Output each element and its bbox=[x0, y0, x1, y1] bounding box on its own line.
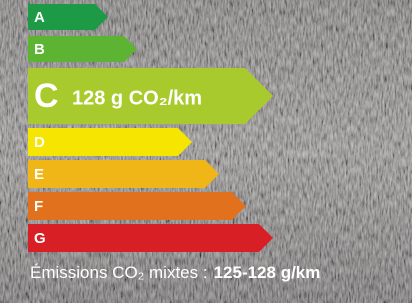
rating-letter: D bbox=[34, 134, 45, 151]
energy-label: AB C 128 g CO₂/km DEFG Émissions CO₂ mixtes… bbox=[0, 0, 412, 303]
rating-letter: B bbox=[34, 41, 45, 58]
rating-letter: E bbox=[34, 166, 44, 183]
rating-arrow bbox=[28, 224, 273, 252]
footer: Émissions CO₂ mixtes : 125-128 g/km bbox=[30, 263, 320, 282]
rating-letter: F bbox=[34, 198, 43, 215]
rating-arrow bbox=[28, 160, 219, 188]
rating-letter: G bbox=[34, 230, 46, 247]
rating-letter: A bbox=[34, 9, 45, 26]
rating-arrow bbox=[28, 128, 192, 156]
rating-arrow bbox=[28, 192, 246, 220]
rating-detail: 128 g CO₂/km bbox=[72, 87, 202, 109]
footer-text: Émissions CO₂ mixtes : bbox=[30, 263, 208, 282]
rating-letter: C bbox=[34, 77, 59, 115]
footer-value: 125-128 g/km bbox=[214, 263, 321, 282]
